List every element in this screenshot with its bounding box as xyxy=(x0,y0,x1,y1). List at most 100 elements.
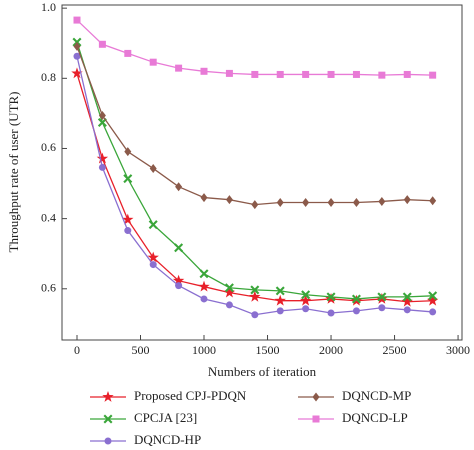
marker xyxy=(225,69,233,77)
marker xyxy=(429,71,437,79)
marker xyxy=(96,152,109,164)
marker xyxy=(124,49,132,57)
marker xyxy=(73,52,81,60)
marker xyxy=(147,251,159,263)
legend-label: Proposed CPJ-PDQN xyxy=(134,388,247,403)
series-line xyxy=(76,56,433,316)
marker xyxy=(97,118,107,128)
marker xyxy=(327,309,335,317)
y-tick-label: 0.6 xyxy=(41,281,56,295)
marker xyxy=(251,200,259,210)
marker xyxy=(352,307,360,315)
marker xyxy=(325,292,337,304)
marker xyxy=(352,70,360,78)
marker xyxy=(124,227,132,235)
marker xyxy=(327,197,335,207)
marker xyxy=(301,290,311,300)
series-line xyxy=(76,41,433,300)
marker xyxy=(148,220,158,230)
legend-marker xyxy=(102,391,114,402)
legend-label: DQNCD-HP xyxy=(134,432,201,447)
marker xyxy=(175,282,183,290)
marker xyxy=(250,285,260,295)
marker xyxy=(251,311,259,319)
marker xyxy=(299,294,312,306)
series-line xyxy=(76,19,433,76)
marker xyxy=(402,292,412,302)
marker xyxy=(225,301,233,309)
legend-marker xyxy=(312,415,320,423)
y-tick-label: 1.0 xyxy=(41,0,56,14)
marker xyxy=(149,163,157,173)
marker xyxy=(149,58,157,66)
marker xyxy=(274,294,286,306)
marker xyxy=(378,196,386,206)
marker xyxy=(199,269,209,279)
y-tick-label: 0.8 xyxy=(41,70,56,84)
marker xyxy=(98,110,106,120)
marker xyxy=(276,197,284,207)
marker xyxy=(71,67,83,79)
marker xyxy=(378,304,386,312)
marker xyxy=(276,307,284,315)
marker xyxy=(352,197,360,207)
marker xyxy=(401,295,413,307)
marker xyxy=(302,70,310,78)
x-tick-label: 1500 xyxy=(256,343,280,357)
legend-label: DQNCD-MP xyxy=(342,388,411,403)
marker xyxy=(275,286,285,296)
y-axis-label: Throughput rate of user (UTR) xyxy=(6,91,21,252)
marker xyxy=(428,291,438,301)
marker xyxy=(403,306,411,314)
plot-frame xyxy=(61,4,463,341)
legend-marker xyxy=(104,437,112,445)
marker xyxy=(276,70,284,78)
legend-marker xyxy=(312,392,320,402)
marker xyxy=(200,295,208,303)
legend-marker xyxy=(103,414,113,424)
x-tick-label: 3000 xyxy=(446,343,470,357)
marker xyxy=(123,174,133,184)
marker xyxy=(73,16,81,24)
marker xyxy=(225,195,233,205)
marker xyxy=(98,163,106,171)
marker xyxy=(175,64,183,72)
legend-label: CPCJA [23] xyxy=(134,410,197,425)
marker xyxy=(198,280,210,292)
marker xyxy=(327,70,335,78)
marker xyxy=(223,286,236,298)
marker xyxy=(426,294,439,306)
marker xyxy=(302,305,310,313)
marker xyxy=(124,147,132,157)
x-tick-label: 2000 xyxy=(319,343,343,357)
marker xyxy=(302,197,310,207)
marker xyxy=(175,182,183,192)
marker xyxy=(429,308,437,316)
marker xyxy=(149,261,157,269)
x-tick-label: 0 xyxy=(74,343,80,357)
marker xyxy=(174,243,184,253)
marker xyxy=(377,292,387,302)
marker xyxy=(172,274,185,286)
marker xyxy=(429,196,437,206)
marker xyxy=(224,283,234,293)
x-axis-label: Numbers of iteration xyxy=(208,364,317,379)
marker xyxy=(249,290,261,302)
x-tick-label: 2500 xyxy=(383,343,407,357)
marker xyxy=(326,292,336,302)
marker xyxy=(351,294,361,304)
x-tick-label: 1000 xyxy=(192,343,216,357)
marker xyxy=(251,70,259,78)
marker xyxy=(378,71,386,79)
x-tick-label: 500 xyxy=(132,343,150,357)
marker xyxy=(122,213,134,225)
marker xyxy=(403,195,411,205)
legend-label: DQNCD-LP xyxy=(342,410,408,425)
series-line xyxy=(76,73,433,303)
y-tick-label: 0.6 xyxy=(41,140,56,154)
marker xyxy=(376,292,388,304)
marker xyxy=(200,193,208,203)
marker xyxy=(403,70,411,78)
marker xyxy=(98,40,106,48)
